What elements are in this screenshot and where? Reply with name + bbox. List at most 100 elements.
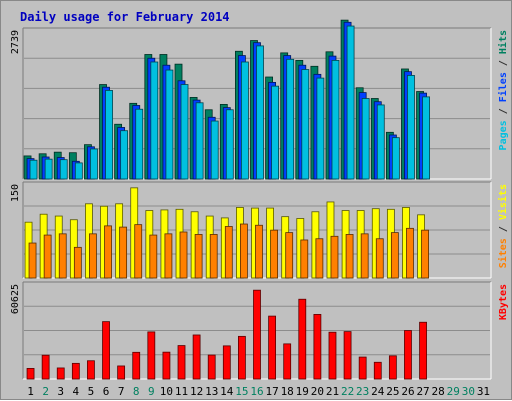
- x-tick-label-day-16: 16: [250, 385, 263, 398]
- bar-pages-day-13: [210, 120, 219, 180]
- series-label: Files: [497, 72, 509, 102]
- bar-sites-day-8: [134, 224, 143, 279]
- bar-sites-day-2: [43, 234, 52, 279]
- x-tick-label-day-2: 2: [42, 385, 49, 398]
- series-label-group: Sites / Visits: [497, 184, 509, 268]
- bar-sites-day-4: [73, 246, 82, 279]
- bar-sites-day-20: [315, 238, 324, 279]
- bar-sites-day-19: [300, 239, 309, 279]
- x-tick-label-day-28: 28: [432, 385, 445, 398]
- series-label: Hits: [497, 30, 509, 54]
- bar-pages-day-9: [150, 61, 159, 180]
- bar-pages-day-22: [346, 25, 355, 180]
- bar-sites-day-12: [194, 234, 203, 279]
- bar-sites-day-11: [179, 231, 188, 279]
- bar-sites-day-13: [209, 234, 218, 279]
- x-tick-label-day-23: 23: [356, 385, 369, 398]
- bar-kbytes-day-27: [419, 321, 427, 380]
- bar-kbytes-day-9: [147, 331, 156, 380]
- x-tick-label-day-9: 9: [148, 385, 155, 398]
- x-tick-label-day-8: 8: [133, 385, 140, 398]
- y-max-tick-label: 2739: [10, 30, 21, 54]
- bar-pages-day-15: [241, 61, 249, 180]
- bar-sites-day-9: [149, 234, 158, 279]
- x-tick-label-day-11: 11: [175, 385, 188, 398]
- y-max-tick-label: 150: [10, 184, 21, 202]
- y-max-tick-label: 60625: [10, 284, 21, 314]
- x-tick-label-day-27: 27: [416, 385, 429, 398]
- bar-sites-day-3: [58, 233, 67, 279]
- bar-sites-day-5: [89, 233, 97, 279]
- bar-kbytes-day-22: [343, 331, 352, 380]
- bar-pages-day-14: [225, 109, 234, 180]
- bar-pages-day-3: [59, 159, 68, 180]
- bar-kbytes-day-17: [268, 315, 276, 380]
- bar-pages-day-17: [271, 85, 279, 180]
- x-tick-label-day-5: 5: [88, 385, 95, 398]
- x-tick-label-day-13: 13: [205, 385, 218, 398]
- bar-pages-day-25: [391, 137, 400, 180]
- bar-kbytes-day-1: [26, 368, 35, 380]
- bar-sites-day-24: [375, 238, 384, 279]
- series-label: /: [498, 102, 509, 120]
- bar-kbytes-day-18: [283, 343, 292, 380]
- bar-kbytes-day-5: [87, 360, 95, 380]
- bar-kbytes-day-20: [313, 314, 322, 380]
- bar-kbytes-day-7: [117, 365, 126, 380]
- bar-pages-day-8: [135, 108, 144, 180]
- bar-kbytes-day-13: [207, 354, 216, 380]
- series-label-group: Pages / Files / Hits: [497, 30, 509, 150]
- bar-pages-day-18: [286, 58, 295, 180]
- x-tick-label-day-6: 6: [103, 385, 110, 398]
- x-tick-label-day-29: 29: [447, 385, 460, 398]
- bar-pages-day-19: [301, 69, 310, 180]
- bar-pages-day-16: [256, 45, 264, 180]
- x-tick-label-day-17: 17: [265, 385, 278, 398]
- series-label: Visits: [497, 184, 509, 220]
- chart-title: Daily usage for February 2014: [20, 10, 230, 24]
- bar-sites-day-10: [164, 233, 173, 279]
- x-tick-label-day-30: 30: [462, 385, 475, 398]
- bar-pages-day-7: [120, 130, 129, 180]
- series-label: Pages: [498, 120, 509, 150]
- bar-sites-day-15: [240, 223, 248, 279]
- bar-sites-day-16: [255, 224, 263, 279]
- x-tick-label-day-19: 19: [296, 385, 309, 398]
- bar-pages-day-24: [376, 104, 385, 180]
- bar-kbytes-day-6: [102, 321, 110, 380]
- bar-kbytes-day-4: [71, 362, 80, 380]
- bar-kbytes-day-25: [388, 355, 397, 380]
- bar-kbytes-day-24: [373, 361, 382, 380]
- bar-sites-day-6: [104, 225, 112, 279]
- x-tick-label-day-14: 14: [220, 385, 234, 398]
- bar-sites-day-25: [390, 232, 399, 279]
- bar-pages-day-1: [29, 159, 38, 180]
- bar-kbytes-day-26: [404, 330, 412, 380]
- x-tick-label-day-1: 1: [27, 385, 34, 398]
- bar-pages-day-21: [331, 59, 340, 180]
- x-tick-label-day-15: 15: [235, 385, 248, 398]
- bar-kbytes-day-2: [41, 354, 50, 380]
- bar-pages-day-20: [316, 77, 325, 180]
- bar-pages-day-5: [90, 148, 98, 180]
- bar-kbytes-day-10: [162, 351, 171, 380]
- bar-kbytes-day-23: [358, 356, 367, 380]
- x-tick-label-day-4: 4: [73, 385, 80, 398]
- x-tick-label-day-20: 20: [311, 385, 324, 398]
- bar-kbytes-day-11: [177, 345, 186, 380]
- x-tick-label-day-24: 24: [371, 385, 385, 398]
- bar-sites-day-26: [406, 227, 414, 279]
- bar-sites-day-17: [270, 229, 278, 279]
- bar-pages-day-26: [407, 75, 415, 180]
- bar-sites-day-27: [421, 229, 429, 279]
- bar-sites-day-21: [330, 235, 339, 279]
- bar-sites-day-7: [119, 226, 128, 279]
- series-label: /: [498, 220, 509, 238]
- bar-kbytes-day-12: [192, 334, 201, 380]
- x-tick-label-day-18: 18: [281, 385, 294, 398]
- x-tick-label-day-31: 31: [477, 385, 490, 398]
- bar-pages-day-23: [361, 98, 370, 180]
- bar-kbytes-day-3: [56, 367, 65, 380]
